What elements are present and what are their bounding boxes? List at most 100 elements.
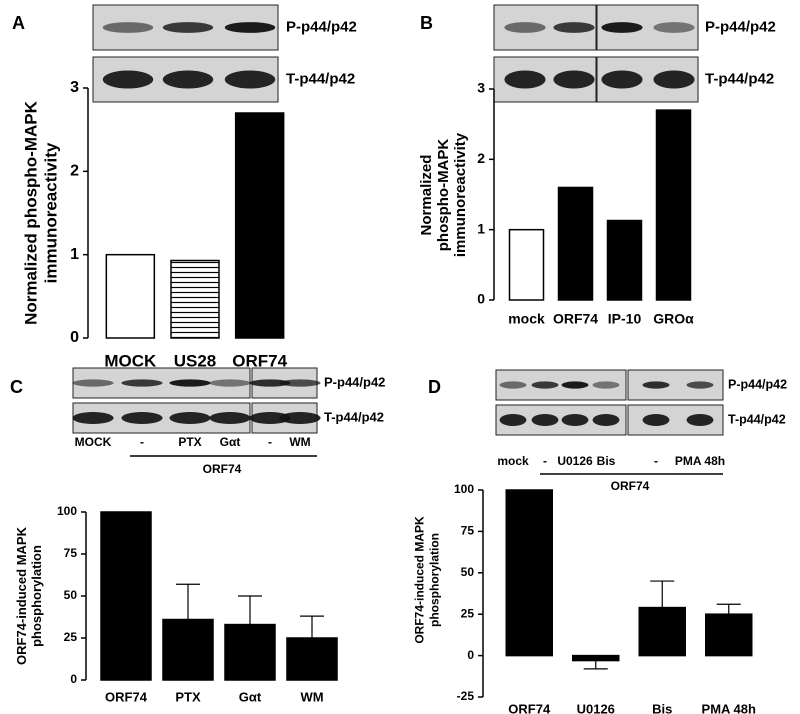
y-tick-label: 25 <box>64 630 78 644</box>
blot-band <box>169 412 211 424</box>
x-tick-label: ORF74 <box>553 311 598 327</box>
y-tick-label: 0 <box>70 329 79 346</box>
bar <box>286 637 338 681</box>
x-tick-label: ORF74 <box>105 689 148 704</box>
lane-label: PMA 48h <box>675 454 725 468</box>
bar <box>100 511 152 681</box>
blot-band <box>504 22 546 33</box>
blot-band <box>653 22 695 33</box>
lane-label: - <box>543 454 547 468</box>
y-tick-label: 0 <box>477 291 485 307</box>
y-tick-label: 1 <box>477 220 485 236</box>
x-tick-label: mock <box>508 311 545 327</box>
blot-band <box>499 381 527 389</box>
bar <box>557 186 594 301</box>
panel-letter: A <box>12 13 25 33</box>
bar <box>505 489 553 657</box>
lane-label: - <box>140 435 144 449</box>
bar <box>224 623 276 681</box>
panel-letter: B <box>420 13 433 33</box>
lane-label: PTX <box>178 435 201 449</box>
y-tick-label: 3 <box>477 80 485 96</box>
bar <box>655 109 692 301</box>
blot-band <box>102 22 154 33</box>
y-tick-label: 1 <box>70 246 79 263</box>
y-tick-label: 75 <box>64 546 78 560</box>
y-tick-label: 50 <box>64 588 78 602</box>
y-tick-label: 50 <box>461 565 475 579</box>
panel-letter: C <box>10 377 23 397</box>
blot-label: P-p44/p42 <box>324 374 385 389</box>
lane-label: MOCK <box>75 435 112 449</box>
y-axis-label: immunoreactivity <box>452 132 469 257</box>
blot-band <box>553 70 595 89</box>
blot-band <box>553 22 595 33</box>
lane-label: Bis <box>597 454 616 468</box>
blot-band <box>224 22 276 33</box>
blot-band <box>209 412 251 424</box>
bar <box>162 618 214 681</box>
blot-band <box>279 379 321 387</box>
blot-band <box>686 414 714 426</box>
bar <box>572 654 620 662</box>
blot-band <box>162 22 214 33</box>
x-tick-label: US28 <box>174 351 217 370</box>
blot-band <box>592 414 620 426</box>
blot-band <box>601 70 643 89</box>
bar <box>705 613 753 657</box>
y-tick-label: 2 <box>477 150 485 166</box>
blot-band <box>601 22 643 33</box>
blot-band <box>72 412 114 424</box>
blot-band <box>499 414 527 426</box>
y-axis-label: ORF74-induced MAPK <box>14 526 29 665</box>
blot-band <box>531 381 559 389</box>
x-tick-label: ORF74 <box>508 701 551 714</box>
blot-band <box>224 70 276 89</box>
blot-band <box>504 70 546 89</box>
x-tick-label: PTX <box>175 689 201 704</box>
blot-band <box>72 379 114 387</box>
lane-label: - <box>654 454 658 468</box>
x-tick-label: ORF74 <box>232 351 287 370</box>
blot-band <box>642 381 670 389</box>
x-tick-label: MOCK <box>104 351 157 370</box>
bar <box>170 259 220 339</box>
bar <box>105 253 156 339</box>
y-tick-label: -25 <box>457 689 475 703</box>
lane-label: U0126 <box>557 454 593 468</box>
x-tick-label: PMA 48h <box>702 701 756 714</box>
bar <box>606 219 643 301</box>
bar <box>638 606 686 657</box>
blot-band <box>209 379 251 387</box>
blot-band <box>121 379 163 387</box>
y-axis-label: ORF74-induced MAPK <box>413 516 427 644</box>
blot-band <box>121 412 163 424</box>
blot-label: P-p44/p42 <box>705 18 776 35</box>
bar <box>508 228 545 301</box>
blot-label: T-p44/p42 <box>728 412 786 426</box>
lane-label: - <box>268 435 272 449</box>
blot-band <box>279 412 321 424</box>
lane-label: mock <box>497 454 529 468</box>
bar <box>234 112 285 339</box>
blot-band <box>249 412 291 424</box>
y-axis-label: Normalized <box>418 155 435 236</box>
blot-band <box>686 381 714 389</box>
y-tick-label: 3 <box>70 79 79 96</box>
y-axis-label: phosphorylation <box>29 545 44 647</box>
blot-band <box>102 70 154 89</box>
group-label: ORF74 <box>203 462 242 476</box>
blot-band <box>249 379 291 387</box>
blot-band <box>561 414 589 426</box>
blot-label: P-p44/p42 <box>728 377 787 391</box>
blot-label: T-p44/p42 <box>324 409 384 424</box>
y-tick-label: 100 <box>454 482 474 496</box>
y-tick-label: 2 <box>70 163 79 180</box>
blot-band <box>592 381 620 389</box>
x-tick-label: WM <box>300 689 323 704</box>
group-label: ORF74 <box>611 479 650 493</box>
y-tick-label: 25 <box>461 606 475 620</box>
blot-band <box>531 414 559 426</box>
y-axis-label: phospho-MAPK <box>435 139 452 252</box>
